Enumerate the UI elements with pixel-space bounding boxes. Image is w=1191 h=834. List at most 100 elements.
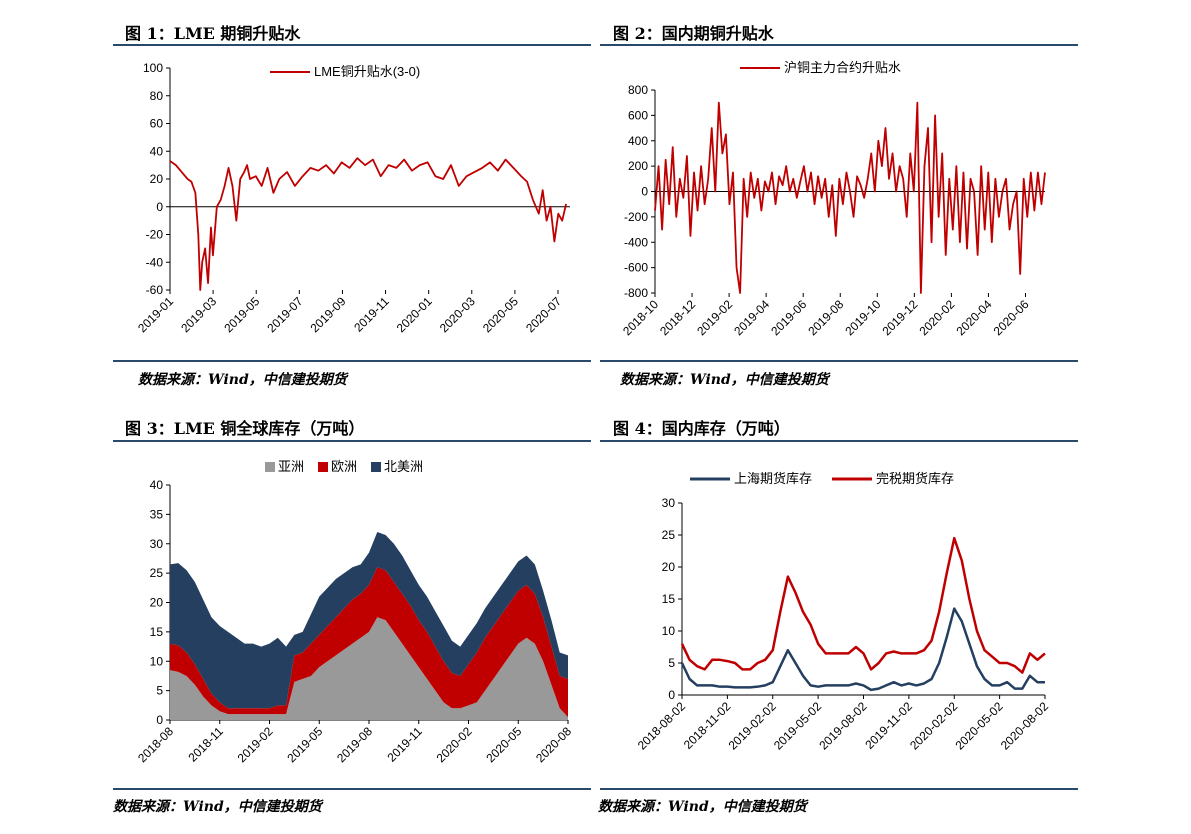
y-tick-label: 10 (662, 624, 676, 638)
figure-2-title: 图 2：国内期铜升贴水 (613, 24, 774, 43)
x-tick-label: 2019-07 (264, 294, 305, 335)
x-tick-label: 2019-01 (135, 294, 176, 335)
x-tick-label: 2019-08 (805, 297, 846, 338)
x-tick-label: 2020-05 (480, 294, 521, 335)
chart-2: 800 600 400 200 0 -200 -400 -600 -8002018-102018… (620, 60, 1046, 338)
x-tick-label: 2019-08-02 (816, 699, 870, 753)
x-tick-label: 2019-03 (178, 294, 219, 335)
y-tick-label: -400 (624, 235, 648, 249)
x-tick-label: 2019-05-02 (771, 699, 825, 753)
y-tick-label: -20 (146, 228, 164, 242)
x-tick-label: 2019-11 (351, 294, 392, 335)
figure-3-title: 图 3：LME 铜全球库存（万吨） (125, 419, 365, 438)
x-tick-label: 2018-08 (135, 724, 176, 765)
y-tick-label: 20 (150, 596, 164, 610)
x-tick-label: 2019-12 (879, 297, 920, 338)
y-tick-label: 800 (628, 83, 648, 97)
legend-swatch (265, 462, 275, 472)
line-series-2 (680, 536, 1046, 674)
x-tick-label: 2020-02 (916, 297, 957, 338)
legend-label: 上海期货库存 (734, 471, 812, 486)
x-tick-label: 2019-06 (768, 297, 809, 338)
legend-label: 北美洲 (384, 459, 423, 474)
y-tick-label: -800 (624, 286, 648, 300)
x-tick-label: 2019-02 (694, 297, 735, 338)
area-series-2 (170, 567, 568, 718)
figure-1-title: 图 1：LME 期铜升贴水 (125, 24, 301, 43)
line-series-1 (654, 101, 1046, 294)
x-tick-label: 2019-05 (221, 294, 262, 335)
figure-3-source: 数据来源：Wind，中信建投期货 (113, 799, 322, 815)
area-series-3 (170, 532, 568, 709)
x-tick-label: 2020-08-02 (998, 699, 1052, 753)
x-tick-label: 2020-04 (954, 297, 995, 338)
x-tick-label: 2020-02-02 (907, 699, 961, 753)
x-tick-label: 2020-05-02 (952, 699, 1006, 753)
figure-2-top-rule (600, 44, 1078, 46)
y-tick-label: 60 (150, 117, 164, 131)
x-tick-label: 2019-09 (308, 294, 349, 335)
figure-2-source: 数据来源：Wind，中信建投期货 (620, 372, 829, 388)
line-series-1 (169, 157, 567, 291)
x-tick-label: 2019-04 (731, 297, 772, 338)
legend-label: 亚洲 (278, 459, 304, 474)
figure-4-title: 图 4：国内库存（万吨） (613, 419, 790, 438)
y-tick-label: 0 (156, 200, 163, 214)
figure-4-bottom-rule (600, 788, 1078, 790)
x-tick-label: 2020-06 (991, 297, 1032, 338)
y-tick-label: 5 (668, 656, 675, 670)
area-series-1 (170, 617, 568, 720)
y-tick-label: 0 (156, 713, 163, 727)
legend-label: 欧洲 (331, 459, 357, 474)
y-tick-label: -600 (624, 261, 648, 275)
y-tick-label: 600 (628, 108, 648, 122)
legend-label: 沪铜主力合约升贴水 (784, 60, 901, 75)
legend-label: LME铜升贴水(3-0) (314, 64, 420, 79)
x-tick-label: 2020-05 (483, 724, 524, 765)
y-tick-label: 5 (156, 684, 163, 698)
x-tick-label: 2019-02-02 (726, 699, 780, 753)
figure-3-top-rule (113, 440, 591, 442)
y-tick-label: 200 (628, 159, 648, 173)
y-tick-label: 25 (150, 566, 164, 580)
x-tick-label: 2018-11 (185, 724, 226, 765)
y-tick-label: 15 (662, 592, 676, 606)
figure-1-source: 数据来源：Wind，中信建投期货 (138, 372, 347, 388)
y-tick-label: 80 (150, 89, 164, 103)
x-tick-label: 2019-11 (384, 724, 425, 765)
y-tick-label: 35 (150, 507, 164, 521)
figure-1-top-rule (113, 44, 591, 46)
y-tick-label: 15 (150, 625, 164, 639)
y-tick-label: -200 (624, 210, 648, 224)
figure-2-bottom-rule (600, 360, 1078, 362)
y-tick-label: 100 (143, 61, 163, 75)
x-tick-label: 2019-08 (334, 724, 375, 765)
y-tick-label: 20 (662, 560, 676, 574)
y-tick-label: 0 (668, 688, 675, 702)
x-tick-label: 2020-07 (523, 294, 564, 335)
x-tick-label: 2020-03 (437, 294, 478, 335)
x-tick-label: 2020-08 (533, 724, 574, 765)
figure-3-bottom-rule (113, 788, 591, 790)
y-tick-label: -60 (146, 283, 164, 297)
y-tick-label: 20 (150, 172, 164, 186)
chart-4: 3025201510502018-08-022018-11-022019-02-… (635, 471, 1052, 753)
y-tick-label: 400 (628, 134, 648, 148)
figure-4-top-rule (600, 440, 1078, 442)
y-tick-label: 30 (150, 537, 164, 551)
y-tick-label: 10 (150, 654, 164, 668)
y-tick-label: 30 (662, 496, 676, 510)
y-tick-label: 25 (662, 528, 676, 542)
x-tick-label: 2018-10 (620, 297, 661, 338)
x-tick-label: 2019-05 (284, 724, 325, 765)
x-tick-label: 2020-02 (434, 724, 475, 765)
figure-4-source: 数据来源：Wind，中信建投期货 (598, 799, 807, 815)
y-tick-label: -40 (146, 255, 164, 269)
y-tick-label: 0 (641, 185, 648, 199)
y-tick-label: 40 (150, 144, 164, 158)
x-tick-label: 2018-12 (657, 297, 698, 338)
y-tick-label: 40 (150, 478, 164, 492)
